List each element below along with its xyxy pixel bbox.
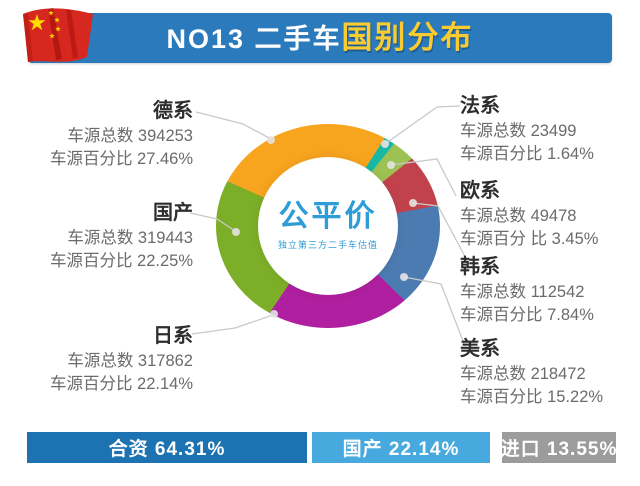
- callout-total: 车源总数 112542: [460, 283, 585, 301]
- summary-segment-label: 合资 64.31%: [108, 439, 226, 460]
- china-flag-icon: [23, 8, 93, 62]
- callout-title: 欧系: [460, 180, 500, 202]
- callout-percent: 车源百分比 7.84%: [460, 306, 594, 324]
- summary-segment-label: 进口 13.55%: [500, 439, 618, 460]
- callout-korea: 韩系 车源总数 112542 车源百分比 7.84%: [460, 256, 636, 327]
- summary-segment-import: 进口 13.55%: [500, 432, 618, 463]
- summary-bar: 合资 64.31% 国产 22.14% 进口 13.55%: [0, 432, 640, 463]
- callout-total: 车源总数 218472: [460, 365, 586, 383]
- callout-france: 法系 车源总数 23499 车源百分比 1.64%: [460, 95, 636, 166]
- summary-segment-label: 国产 22.14%: [342, 439, 460, 460]
- leader-line-japan: [191, 310, 278, 335]
- callout-percent: 车源百分比 22.25%: [49, 252, 193, 270]
- page-title-highlight: 国别分布: [341, 20, 474, 55]
- callout-title: 韩系: [460, 256, 500, 278]
- summary-segment-jointventure: 合资 64.31%: [27, 432, 307, 463]
- callout-total: 车源总数 394253: [67, 127, 193, 145]
- callout-percent: 车源百分比 22.14%: [49, 375, 193, 393]
- callout-total: 车源总数 319443: [67, 229, 193, 247]
- center-logo: 公平价: [278, 200, 378, 233]
- donut-hole: 公平价 独立第三方二手车估值: [258, 157, 398, 295]
- callout-domestic: 国产 车源总数 319443 车源百分比 22.25%: [17, 202, 193, 273]
- callout-title: 日系: [153, 325, 193, 347]
- center-logo-tagline: 独立第三方二手车估值: [277, 240, 378, 250]
- callout-title: 美系: [460, 338, 500, 360]
- callout-percent: 车源百分比 1.64%: [460, 145, 594, 163]
- leader-line-germany: [195, 111, 275, 144]
- callout-usa: 美系 车源总数 218472 车源百分比 15.22%: [460, 338, 636, 409]
- callout-total: 车源总数 49478: [460, 207, 577, 225]
- callout-total: 车源总数 317862: [67, 352, 193, 370]
- callout-japan: 日系 车源总数 317862 车源百分比 22.14%: [17, 325, 193, 396]
- page-title: NO13 二手车: [166, 24, 342, 54]
- callout-germany: 德系 车源总数 394253 车源百分比 27.46%: [17, 100, 193, 171]
- leader-line-france: [381, 105, 461, 148]
- header-bar: NO13 二手车国别分布: [28, 13, 612, 63]
- callout-title: 法系: [460, 95, 500, 117]
- callout-percent: 车源百分 比 3.45%: [460, 230, 599, 248]
- summary-segment-domestic: 国产 22.14%: [312, 432, 490, 463]
- callout-title: 国产: [153, 202, 193, 224]
- callout-europe: 欧系 车源总数 49478 车源百分 比 3.45%: [460, 180, 636, 251]
- callout-percent: 车源百分比 15.22%: [460, 388, 604, 406]
- callout-total: 车源总数 23499: [460, 122, 577, 140]
- callout-percent: 车源百分比 27.46%: [49, 150, 193, 168]
- callout-title: 德系: [153, 100, 193, 122]
